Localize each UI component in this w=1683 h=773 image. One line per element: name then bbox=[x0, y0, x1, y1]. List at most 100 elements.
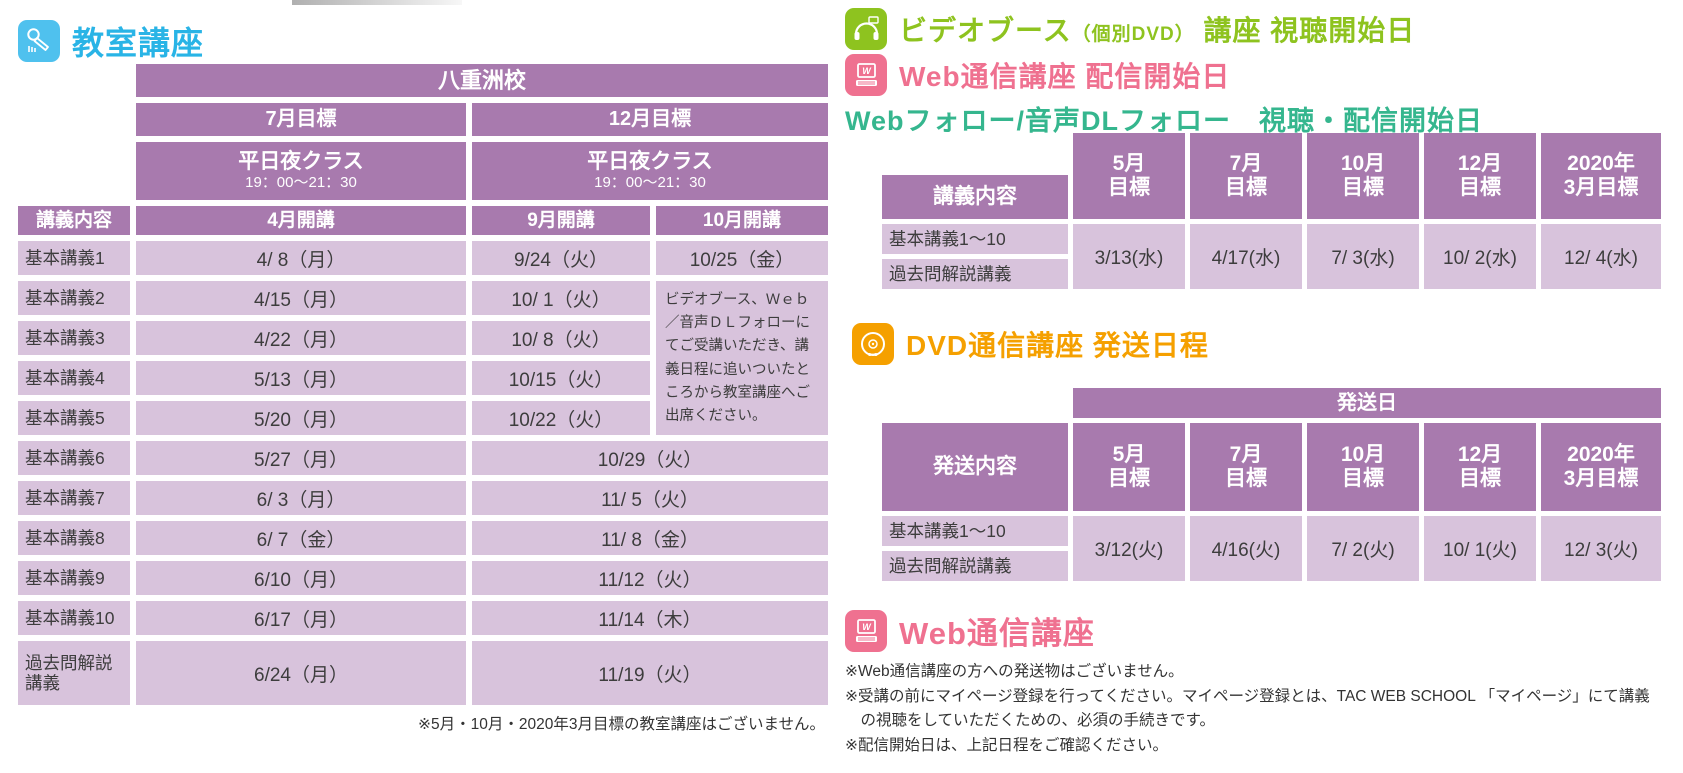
laptop-w-icon: W bbox=[856, 618, 877, 642]
microphone-icon bbox=[27, 28, 49, 52]
disc-icon: DVD bbox=[861, 332, 885, 357]
date-cell: 7/ 2(火) bbox=[1307, 516, 1419, 581]
month-header: 12月 目標 bbox=[1424, 423, 1536, 511]
class-time: 19：00～21：30 bbox=[594, 173, 706, 191]
month-header: 7月 目標 bbox=[1190, 423, 1302, 511]
class-time: 19：00～21：30 bbox=[245, 173, 357, 191]
svg-text:W: W bbox=[862, 622, 872, 632]
date-cell: 10/ 8（火） bbox=[472, 321, 650, 355]
month-header: 7月 目標 bbox=[1190, 133, 1302, 219]
date-cell: 5/20（月） bbox=[136, 401, 466, 435]
date-cell-merged: 11/ 5（火） bbox=[472, 481, 828, 515]
date-cell: 6/24（月） bbox=[136, 641, 466, 705]
row-label: 過去問解説講義 bbox=[882, 259, 1068, 289]
video-booth-title-text: ビデオブース（個別DVD） 講座 視聴開始日 bbox=[899, 9, 1415, 49]
laptop-w-icon: W bbox=[856, 63, 877, 86]
date-cell: 9/24（火） bbox=[472, 241, 650, 275]
row-label: 基本講義5 bbox=[18, 401, 130, 435]
note-line: ※配信開始日は、上記日程をご確認ください。 bbox=[845, 736, 1168, 754]
date-cell: 10/15（火） bbox=[472, 361, 650, 395]
title-tail: 講座 視聴開始日 bbox=[1203, 15, 1416, 46]
date-cell: 7/ 3(水) bbox=[1307, 224, 1419, 289]
september-start-header: 9月開講 bbox=[472, 206, 650, 235]
date-cell: 4/22（月） bbox=[136, 321, 466, 355]
lecture-content-header: 講義内容 bbox=[18, 206, 130, 235]
date-cell: 4/16(火) bbox=[1190, 516, 1302, 581]
month-header: 10月 目標 bbox=[1307, 133, 1419, 219]
month-header: 2020年 3月目標 bbox=[1541, 133, 1661, 219]
date-cell-merged: 10/29（火） bbox=[472, 441, 828, 475]
date-cell: 3/13(水) bbox=[1073, 224, 1185, 289]
row-label: 基本講義10 bbox=[18, 601, 130, 635]
october-note-cell: ビデオブース、Ｗｅｂ／音声ＤＬフォローにてご受講いただき、講義日程に追いついたと… bbox=[656, 281, 828, 435]
scan-artifact bbox=[292, 0, 462, 5]
row-label: 基本講義2 bbox=[18, 281, 130, 315]
date-cell: 6/17（月） bbox=[136, 601, 466, 635]
month-header: 10月 目標 bbox=[1307, 423, 1419, 511]
dvd-section-title: DVD DVD通信講座 発送日程 bbox=[852, 323, 1209, 365]
web-follow-title-text: Webフォロー/音声DLフォロー 視聴・配信開始日 bbox=[845, 106, 1483, 136]
web-follow-section-title: Webフォロー/音声DLフォロー 視聴・配信開始日 bbox=[845, 99, 1483, 138]
web-course-title-text: Web通信講座 bbox=[899, 616, 1095, 651]
date-cell: 6/10（月） bbox=[136, 561, 466, 595]
date-cell: 10/25（金） bbox=[656, 241, 828, 275]
dvd-shipping-table: 発送日 発送内容 5月 目標 7月 目標 10月 目標 12月 目標 2020年… bbox=[882, 388, 1661, 581]
october-start-header: 10月開講 bbox=[656, 206, 828, 235]
classroom-title-text: 教室講座 bbox=[72, 25, 205, 61]
date-cell: 12/ 3(火) bbox=[1541, 516, 1661, 581]
date-cell: 4/ 8（月） bbox=[136, 241, 466, 275]
row-label: 基本講義4 bbox=[18, 361, 130, 395]
svg-text:DVD: DVD bbox=[868, 352, 878, 357]
row-label: 基本講義1 bbox=[18, 241, 130, 275]
date-cell: 4/17(水) bbox=[1190, 224, 1302, 289]
web-delivery-title-text: Web通信講座 配信開始日 bbox=[899, 61, 1231, 92]
note-line: ※受講の前にマイページ登録を行ってください。マイページ登録とは、TAC WEB … bbox=[845, 688, 1650, 729]
date-cell: 10/ 1（火） bbox=[472, 281, 650, 315]
weekday-night-class-july: 平日夜クラス 19：00～21：30 bbox=[136, 142, 466, 200]
date-cell-merged: 11/14（木） bbox=[472, 601, 828, 635]
date-cell: 4/15（月） bbox=[136, 281, 466, 315]
row-label: 基本講義7 bbox=[18, 481, 130, 515]
date-cell: 12/ 4(水) bbox=[1541, 224, 1661, 289]
video-booth-icon bbox=[845, 8, 887, 50]
lecture-content-header: 講義内容 bbox=[882, 175, 1068, 219]
class-name: 平日夜クラス bbox=[238, 150, 364, 174]
row-label: 基本講義1～10 bbox=[882, 516, 1068, 546]
web-course-notes: ※Web通信講座の方への発送物はございません。 ※受講の前にマイページ登録を行っ… bbox=[845, 660, 1655, 759]
note-line: ※Web通信講座の方への発送物はございません。 bbox=[845, 663, 1184, 680]
row-label: 基本講義6 bbox=[18, 441, 130, 475]
title-main: ビデオブース bbox=[899, 15, 1072, 46]
web-delivery-section-title: W Web通信講座 配信開始日 bbox=[845, 54, 1230, 96]
dvd-title-text: DVD通信講座 発送日程 bbox=[906, 330, 1209, 361]
date-cell: 6/ 3（月） bbox=[136, 481, 466, 515]
month-header: 12月 目標 bbox=[1424, 133, 1536, 219]
title-paren: （個別DVD） bbox=[1071, 24, 1195, 45]
dvd-icon: DVD bbox=[852, 323, 894, 365]
ship-date-header: 発送日 bbox=[1073, 388, 1661, 418]
classroom-icon bbox=[18, 20, 60, 62]
date-cell: 5/13（月） bbox=[136, 361, 466, 395]
school-header: 八重洲校 bbox=[136, 64, 828, 97]
date-cell: 10/ 1(火) bbox=[1424, 516, 1536, 581]
headphones-icon bbox=[854, 16, 879, 40]
row-label: 過去問解説講義 bbox=[882, 551, 1068, 581]
month-header: 2020年 3月目標 bbox=[1541, 423, 1661, 511]
ship-content-header: 発送内容 bbox=[882, 423, 1068, 511]
date-cell: 10/ 2(水) bbox=[1424, 224, 1536, 289]
date-cell: 5/27（月） bbox=[136, 441, 466, 475]
goal-december-header: 12月目標 bbox=[472, 103, 828, 136]
web-course-icon: W bbox=[845, 609, 887, 652]
web-course-icon: W bbox=[845, 54, 887, 96]
april-start-header: 4月開講 bbox=[136, 206, 466, 235]
viewing-start-table: 講義内容 5月 目標 7月 目標 10月 目標 12月 目標 2020年 3月目… bbox=[882, 133, 1661, 289]
date-cell: 3/12(火) bbox=[1073, 516, 1185, 581]
row-label: 基本講義8 bbox=[18, 521, 130, 555]
class-name: 平日夜クラス bbox=[587, 150, 713, 174]
row-label: 基本講義1～10 bbox=[882, 224, 1068, 254]
weekday-night-class-december: 平日夜クラス 19：00～21：30 bbox=[472, 142, 828, 200]
row-label: 過去問解説 講義 bbox=[18, 641, 130, 705]
video-booth-section-title: ビデオブース（個別DVD） 講座 視聴開始日 bbox=[845, 8, 1415, 50]
classroom-footnote: ※5月・10月・2020年3月目標の教室講座はございません。 bbox=[418, 716, 825, 733]
date-cell: 6/ 7（金） bbox=[136, 521, 466, 555]
classroom-schedule-table: 八重洲校 7月目標 12月目標 平日夜クラス 19：00～21：30 平日夜クラ… bbox=[18, 64, 828, 705]
